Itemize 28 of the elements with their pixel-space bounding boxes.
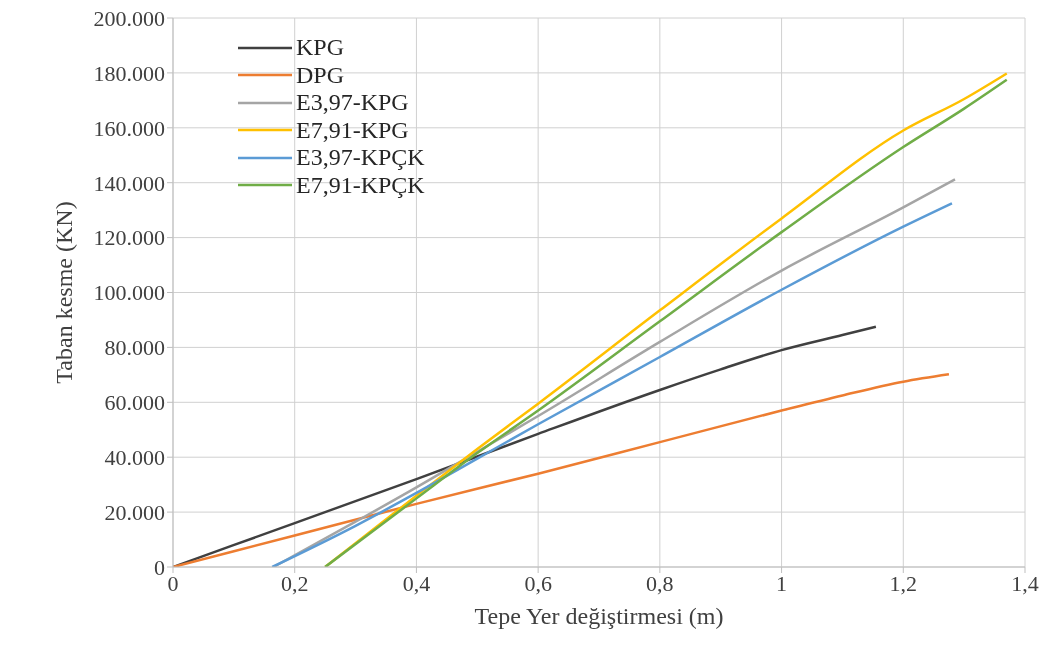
y-tick-label: 80.000 — [104, 335, 165, 361]
line-series — [173, 325, 878, 567]
x-tick-label: 0,4 — [402, 570, 431, 596]
legend-label: E7,91-KPG — [296, 116, 409, 144]
x-tick-label: 0,2 — [280, 570, 309, 596]
x-tick-label: 1,2 — [889, 570, 918, 596]
line-series — [173, 373, 951, 567]
y-tick-label: 60.000 — [104, 390, 165, 416]
x-axis-title: Tepe Yer değiştirmesi (m) — [474, 603, 724, 630]
y-tick-label: 200.000 — [93, 5, 165, 31]
y-tick-label: 120.000 — [93, 225, 165, 251]
legend-label: E7,91-KPÇK — [296, 171, 425, 199]
legend-label: E3,97-KPG — [296, 89, 409, 117]
y-tick-label: 40.000 — [104, 445, 165, 471]
x-tick-label: 1 — [776, 570, 788, 596]
y-tick-label: 180.000 — [93, 60, 165, 86]
y-tick-label: 100.000 — [93, 280, 165, 306]
legend-label: DPG — [296, 61, 345, 89]
y-tick-label: 160.000 — [93, 115, 165, 141]
y-tick-label: 140.000 — [93, 170, 165, 196]
x-tick-label: 1,4 — [1011, 570, 1039, 596]
y-tick-label: 20.000 — [104, 499, 165, 525]
x-tick-label: 0,8 — [646, 570, 674, 596]
y-axis-title: Taban kesme (KN) — [50, 201, 77, 384]
y-tick-label: 0 — [154, 554, 165, 580]
legend-label: E3,97-KPÇK — [296, 144, 425, 172]
legend-label: KPG — [296, 34, 345, 62]
x-tick-label: 0,6 — [524, 570, 552, 596]
